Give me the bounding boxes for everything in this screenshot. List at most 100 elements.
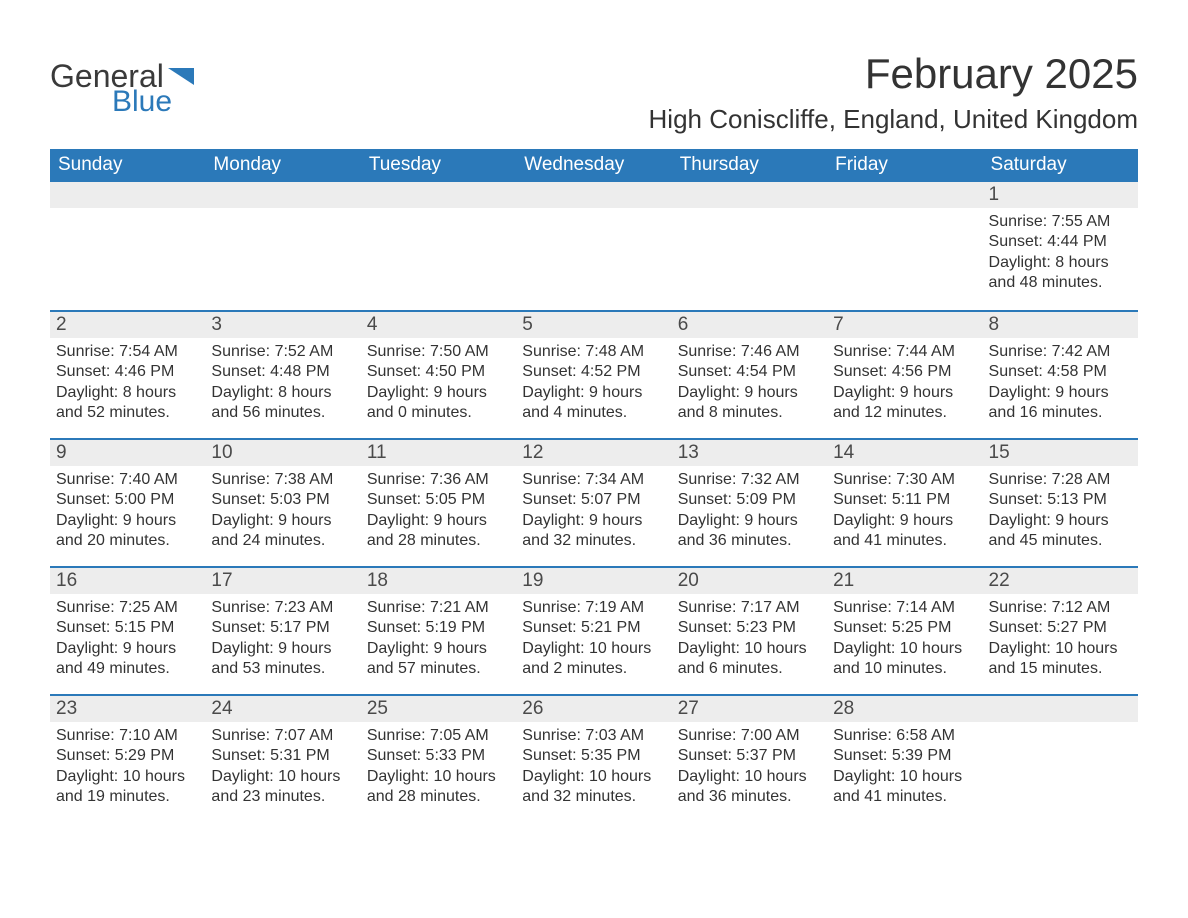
day-day1: Daylight: 10 hours — [211, 767, 354, 787]
day-cell: 20Sunrise: 7:17 AMSunset: 5:23 PMDayligh… — [672, 568, 827, 694]
dow-saturday: Saturday — [983, 149, 1138, 182]
day-day2: and 20 minutes. — [56, 531, 199, 551]
day-sunset: Sunset: 4:54 PM — [678, 362, 821, 382]
day-number: 0 — [672, 182, 827, 208]
day-number: 13 — [672, 440, 827, 466]
day-body: Sunrise: 7:21 AMSunset: 5:19 PMDaylight:… — [361, 594, 516, 686]
day-sunset: Sunset: 4:50 PM — [367, 362, 510, 382]
brand-logo: General Blue — [50, 58, 198, 119]
day-day1: Daylight: 8 hours — [211, 383, 354, 403]
day-body: Sunrise: 7:28 AMSunset: 5:13 PMDaylight:… — [983, 466, 1138, 558]
day-number: 19 — [516, 568, 671, 594]
day-number: 22 — [983, 568, 1138, 594]
day-day1: Daylight: 9 hours — [833, 511, 976, 531]
day-cell: 6Sunrise: 7:46 AMSunset: 4:54 PMDaylight… — [672, 312, 827, 438]
calendar-grid: Sunday Monday Tuesday Wednesday Thursday… — [50, 149, 1138, 822]
day-day1: Daylight: 9 hours — [989, 383, 1132, 403]
dow-monday: Monday — [205, 149, 360, 182]
dow-thursday: Thursday — [672, 149, 827, 182]
dow-tuesday: Tuesday — [361, 149, 516, 182]
day-body: Sunrise: 7:19 AMSunset: 5:21 PMDaylight:… — [516, 594, 671, 686]
day-cell: 5Sunrise: 7:48 AMSunset: 4:52 PMDaylight… — [516, 312, 671, 438]
day-sunset: Sunset: 5:00 PM — [56, 490, 199, 510]
day-sunrise: Sunrise: 7:14 AM — [833, 598, 976, 618]
day-day2: and 41 minutes. — [833, 531, 976, 551]
day-body: Sunrise: 7:44 AMSunset: 4:56 PMDaylight:… — [827, 338, 982, 430]
day-cell: 0 — [50, 182, 205, 310]
day-sunrise: Sunrise: 7:07 AM — [211, 726, 354, 746]
day-sunrise: Sunrise: 7:00 AM — [678, 726, 821, 746]
day-cell: 0 — [361, 182, 516, 310]
day-sunset: Sunset: 5:05 PM — [367, 490, 510, 510]
day-number: 27 — [672, 696, 827, 722]
day-cell: 25Sunrise: 7:05 AMSunset: 5:33 PMDayligh… — [361, 696, 516, 822]
day-day2: and 28 minutes. — [367, 531, 510, 551]
day-day2: and 6 minutes. — [678, 659, 821, 679]
day-body: Sunrise: 7:17 AMSunset: 5:23 PMDaylight:… — [672, 594, 827, 686]
day-day2: and 49 minutes. — [56, 659, 199, 679]
day-day2: and 28 minutes. — [367, 787, 510, 807]
day-body — [361, 208, 516, 218]
day-body: Sunrise: 7:34 AMSunset: 5:07 PMDaylight:… — [516, 466, 671, 558]
brand-word2: Blue — [112, 85, 172, 119]
day-sunrise: Sunrise: 7:38 AM — [211, 470, 354, 490]
day-day2: and 32 minutes. — [522, 531, 665, 551]
day-sunset: Sunset: 5:31 PM — [211, 746, 354, 766]
day-day2: and 15 minutes. — [989, 659, 1132, 679]
day-body: Sunrise: 7:30 AMSunset: 5:11 PMDaylight:… — [827, 466, 982, 558]
day-number: 10 — [205, 440, 360, 466]
day-body — [50, 208, 205, 218]
day-sunrise: Sunrise: 7:44 AM — [833, 342, 976, 362]
day-day1: Daylight: 9 hours — [367, 639, 510, 659]
day-number: 1 — [983, 182, 1138, 208]
day-day1: Daylight: 10 hours — [522, 767, 665, 787]
day-body — [672, 208, 827, 218]
day-sunset: Sunset: 5:13 PM — [989, 490, 1132, 510]
day-cell: 24Sunrise: 7:07 AMSunset: 5:31 PMDayligh… — [205, 696, 360, 822]
day-cell: 14Sunrise: 7:30 AMSunset: 5:11 PMDayligh… — [827, 440, 982, 566]
day-cell: 27Sunrise: 7:00 AMSunset: 5:37 PMDayligh… — [672, 696, 827, 822]
day-number: 0 — [516, 182, 671, 208]
week-row: 0000001Sunrise: 7:55 AMSunset: 4:44 PMDa… — [50, 182, 1138, 310]
day-number: 0 — [827, 182, 982, 208]
day-number: 15 — [983, 440, 1138, 466]
day-sunset: Sunset: 5:29 PM — [56, 746, 199, 766]
day-cell: 3Sunrise: 7:52 AMSunset: 4:48 PMDaylight… — [205, 312, 360, 438]
day-sunset: Sunset: 5:11 PM — [833, 490, 976, 510]
location-subtitle: High Coniscliffe, England, United Kingdo… — [649, 104, 1138, 135]
day-day2: and 12 minutes. — [833, 403, 976, 423]
day-cell: 22Sunrise: 7:12 AMSunset: 5:27 PMDayligh… — [983, 568, 1138, 694]
day-number: 5 — [516, 312, 671, 338]
day-cell: 26Sunrise: 7:03 AMSunset: 5:35 PMDayligh… — [516, 696, 671, 822]
week-row: 9Sunrise: 7:40 AMSunset: 5:00 PMDaylight… — [50, 438, 1138, 566]
day-day2: and 41 minutes. — [833, 787, 976, 807]
day-number: 14 — [827, 440, 982, 466]
day-cell: 0 — [983, 696, 1138, 822]
day-day1: Daylight: 10 hours — [833, 639, 976, 659]
day-sunrise: Sunrise: 7:55 AM — [989, 212, 1132, 232]
day-sunset: Sunset: 4:48 PM — [211, 362, 354, 382]
day-sunset: Sunset: 5:03 PM — [211, 490, 354, 510]
dow-friday: Friday — [827, 149, 982, 182]
week-row: 23Sunrise: 7:10 AMSunset: 5:29 PMDayligh… — [50, 694, 1138, 822]
day-sunrise: Sunrise: 7:12 AM — [989, 598, 1132, 618]
day-day1: Daylight: 9 hours — [678, 511, 821, 531]
day-number: 0 — [983, 696, 1138, 722]
day-day1: Daylight: 10 hours — [678, 767, 821, 787]
day-day1: Daylight: 9 hours — [678, 383, 821, 403]
day-body: Sunrise: 7:38 AMSunset: 5:03 PMDaylight:… — [205, 466, 360, 558]
day-day1: Daylight: 10 hours — [522, 639, 665, 659]
day-sunset: Sunset: 5:21 PM — [522, 618, 665, 638]
day-body — [516, 208, 671, 218]
day-day2: and 45 minutes. — [989, 531, 1132, 551]
day-body: Sunrise: 7:42 AMSunset: 4:58 PMDaylight:… — [983, 338, 1138, 430]
calendar-page: General Blue February 2025 High Coniscli… — [0, 0, 1188, 918]
day-body: Sunrise: 7:54 AMSunset: 4:46 PMDaylight:… — [50, 338, 205, 430]
day-number: 8 — [983, 312, 1138, 338]
day-body: Sunrise: 7:03 AMSunset: 5:35 PMDaylight:… — [516, 722, 671, 814]
day-body: Sunrise: 7:12 AMSunset: 5:27 PMDaylight:… — [983, 594, 1138, 686]
day-day1: Daylight: 9 hours — [522, 511, 665, 531]
day-sunset: Sunset: 5:25 PM — [833, 618, 976, 638]
day-sunset: Sunset: 5:33 PM — [367, 746, 510, 766]
day-number: 20 — [672, 568, 827, 594]
